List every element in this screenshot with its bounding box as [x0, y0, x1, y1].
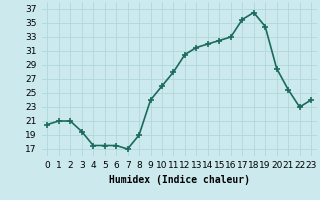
- X-axis label: Humidex (Indice chaleur): Humidex (Indice chaleur): [109, 175, 250, 185]
